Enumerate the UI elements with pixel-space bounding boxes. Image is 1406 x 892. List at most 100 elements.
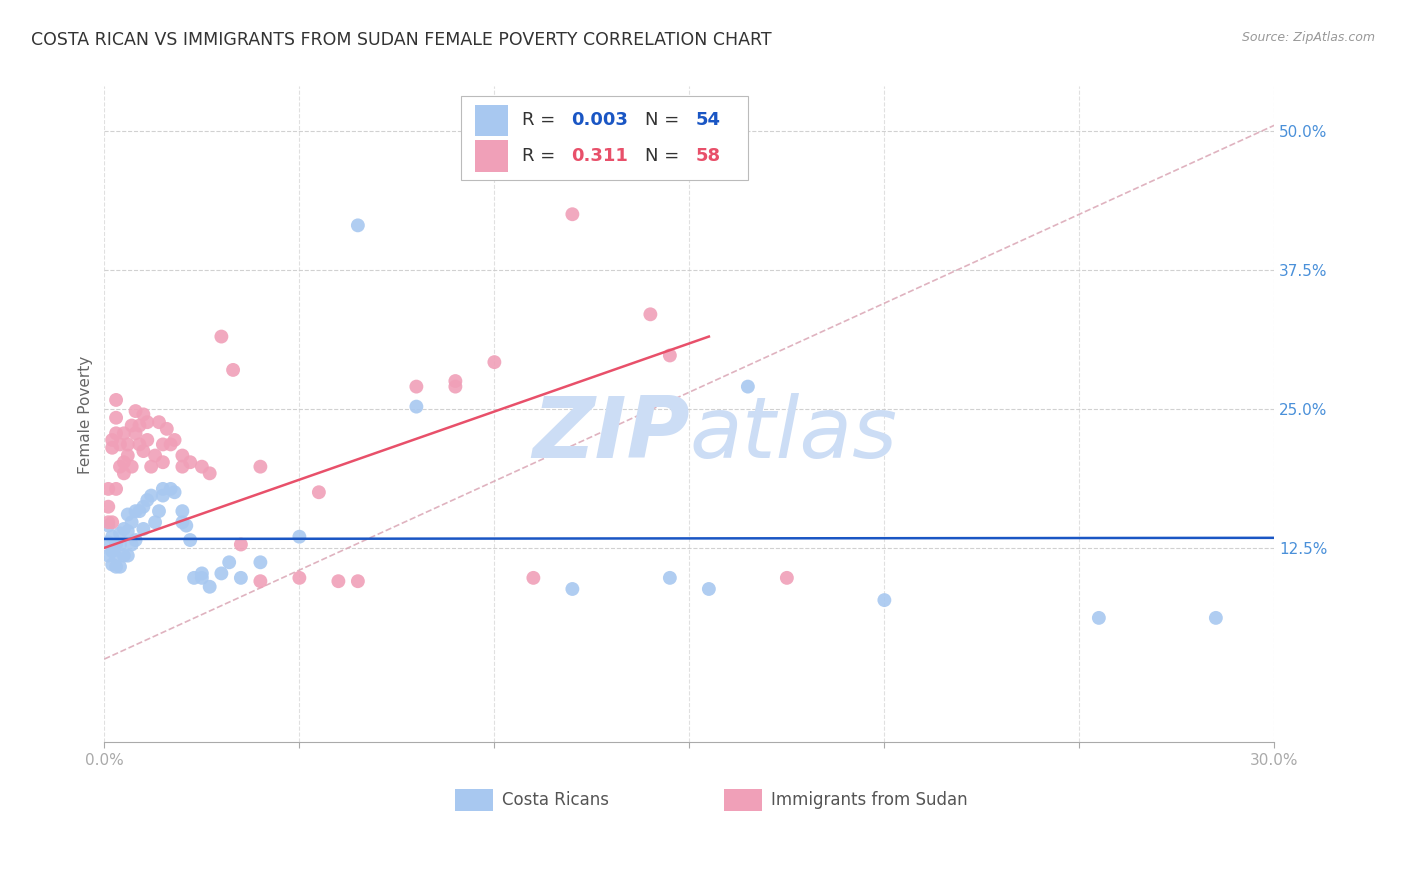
Y-axis label: Female Poverty: Female Poverty	[79, 355, 93, 474]
Point	[163, 485, 186, 500]
Text: ZIP: ZIP	[531, 392, 689, 475]
Point	[124, 533, 146, 547]
Point	[159, 482, 181, 496]
Point	[132, 500, 155, 514]
Point	[108, 559, 131, 574]
Text: Costa Ricans: Costa Ricans	[502, 791, 609, 809]
Point	[97, 535, 120, 549]
Point	[136, 493, 159, 508]
Point	[108, 526, 131, 541]
FancyBboxPatch shape	[475, 104, 508, 136]
Point	[97, 500, 120, 514]
Point	[132, 444, 155, 458]
Point	[737, 379, 759, 393]
Point	[112, 426, 135, 441]
Point	[141, 489, 163, 503]
Point	[172, 449, 194, 463]
Point	[136, 433, 159, 447]
Point	[174, 518, 197, 533]
Point	[105, 549, 128, 564]
Point	[101, 530, 124, 544]
Point	[328, 574, 350, 589]
Point	[108, 437, 131, 451]
Point	[218, 555, 240, 569]
Point	[112, 467, 135, 481]
Point	[97, 482, 120, 496]
Text: atlas: atlas	[689, 392, 897, 475]
Point	[132, 522, 155, 536]
Point	[776, 571, 799, 585]
Point	[405, 379, 427, 393]
Point	[198, 467, 221, 481]
Point	[143, 515, 166, 529]
Point	[117, 524, 139, 538]
Point	[148, 504, 170, 518]
FancyBboxPatch shape	[724, 789, 762, 812]
Point	[288, 530, 311, 544]
Point	[101, 515, 124, 529]
Point	[229, 537, 252, 551]
Point	[156, 422, 179, 436]
Point	[141, 459, 163, 474]
Point	[105, 410, 128, 425]
Text: N =: N =	[645, 147, 685, 165]
Point	[101, 433, 124, 447]
Text: 58: 58	[695, 147, 720, 165]
Point	[198, 580, 221, 594]
Point	[249, 459, 271, 474]
Point	[172, 515, 194, 529]
FancyBboxPatch shape	[461, 95, 748, 179]
Text: R =: R =	[522, 112, 561, 129]
Point	[124, 426, 146, 441]
Point	[132, 408, 155, 422]
Point	[444, 374, 467, 388]
Point	[1205, 611, 1227, 625]
Point	[105, 537, 128, 551]
Point	[108, 537, 131, 551]
Point	[105, 559, 128, 574]
Point	[112, 455, 135, 469]
Point	[97, 518, 120, 533]
Point	[347, 574, 370, 589]
Point	[658, 571, 681, 585]
Text: 0.311: 0.311	[571, 147, 628, 165]
Point	[229, 571, 252, 585]
FancyBboxPatch shape	[475, 140, 508, 171]
Point	[183, 571, 205, 585]
Text: Immigrants from Sudan: Immigrants from Sudan	[772, 791, 967, 809]
Point	[640, 307, 662, 321]
Point	[105, 482, 128, 496]
Point	[249, 574, 271, 589]
Point	[172, 504, 194, 518]
Point	[124, 404, 146, 418]
Point	[484, 355, 506, 369]
Point	[159, 437, 181, 451]
Point	[136, 415, 159, 429]
Point	[105, 426, 128, 441]
Point	[249, 555, 271, 569]
Point	[117, 549, 139, 563]
Point	[152, 489, 174, 503]
Point	[121, 418, 143, 433]
Text: R =: R =	[522, 147, 567, 165]
Point	[97, 515, 120, 529]
Point	[873, 593, 896, 607]
Point	[444, 379, 467, 393]
Point	[128, 437, 150, 451]
Point	[152, 482, 174, 496]
Point	[152, 437, 174, 451]
Point	[97, 549, 120, 563]
Point	[117, 449, 139, 463]
Point	[121, 537, 143, 551]
Point	[101, 441, 124, 455]
Point	[117, 437, 139, 451]
Point	[124, 504, 146, 518]
Point	[209, 566, 232, 581]
Point	[163, 433, 186, 447]
Point	[117, 508, 139, 522]
Point	[347, 219, 370, 233]
Point	[179, 455, 201, 469]
Point	[108, 459, 131, 474]
Point	[561, 582, 583, 596]
Point	[405, 400, 427, 414]
